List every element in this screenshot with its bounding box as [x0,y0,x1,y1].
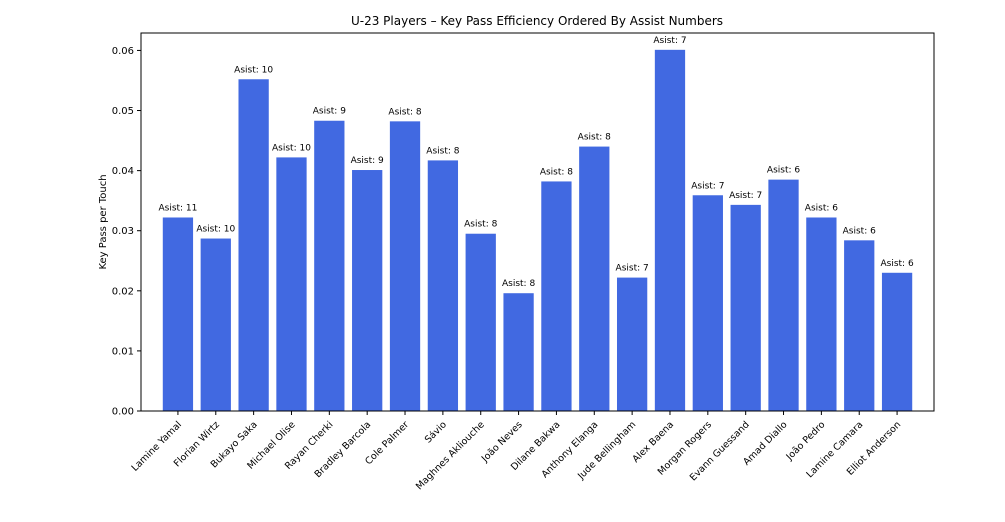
bar-data-label: Asist: 10 [234,65,273,75]
bar [654,49,686,411]
bar-labels-group: Asist: 11 Asist: 10 Asist: 10 Asist: 10 Asis… [158,36,913,289]
bar-data-label: Asist: 10 [272,143,311,153]
bar [616,277,648,411]
bar [314,120,345,412]
bar [881,272,913,411]
bar [579,146,610,411]
bar [692,195,723,411]
bar-data-label: Asist: 8 [464,220,497,230]
y-tick-label: 0.04 [112,166,134,177]
bar-data-label: Asist: 6 [880,259,913,269]
bar [238,79,269,412]
bar [465,233,496,411]
bar-data-label: Asist: 6 [767,166,800,176]
bar [730,204,761,411]
bars-group [162,49,913,412]
bar [389,121,421,411]
y-axis-label: Key Pass per Touch [98,174,109,269]
bar-data-label: Asist: 8 [426,146,459,156]
bar [806,217,837,411]
y-tick-label: 0.02 [112,286,134,297]
bar [503,293,534,411]
bar-data-label: Asist: 7 [729,191,762,201]
y-tick-label: 0.00 [112,407,134,418]
bar-data-label: Asist: 11 [158,203,197,213]
bar [768,179,799,411]
y-tick-label: 0.05 [112,106,134,117]
y-tick-label: 0.06 [112,46,134,57]
bar-data-label: Asist: 7 [691,181,724,191]
bar-data-label: Asist: 8 [502,279,535,289]
bar-data-label: Asist: 8 [578,133,611,143]
bar-data-label: Asist: 9 [313,107,346,117]
bar [541,181,572,411]
bar [276,157,307,411]
bar-data-label: Asist: 8 [388,107,421,117]
bar-data-label: Asist: 6 [805,203,838,213]
bar [427,160,459,411]
bar-data-label: Asist: 7 [653,36,686,46]
chart-title: U-23 Players – Key Pass Efficiency Order… [351,14,723,28]
y-axis-ticks: 0.00 0.01 0.02 0.03 0.04 0.05 0.06 [112,46,141,418]
bar [352,170,383,411]
plot-frame [140,32,935,412]
y-tick-label: 0.03 [112,226,134,237]
bar [844,240,875,411]
bar [162,217,194,411]
y-tick-label: 0.01 [112,346,134,357]
bar-data-label: Asist: 10 [196,225,235,235]
x-tick-label: Maghnes Akliouche [414,419,487,492]
bar-data-label: Asist: 6 [843,226,876,236]
bar [200,238,231,411]
x-tick-label: Sávio [423,419,449,445]
bar-data-label: Asist: 8 [540,167,573,177]
bar-data-label: Asist: 7 [616,264,649,274]
bar-data-label: Asist: 9 [351,156,384,166]
